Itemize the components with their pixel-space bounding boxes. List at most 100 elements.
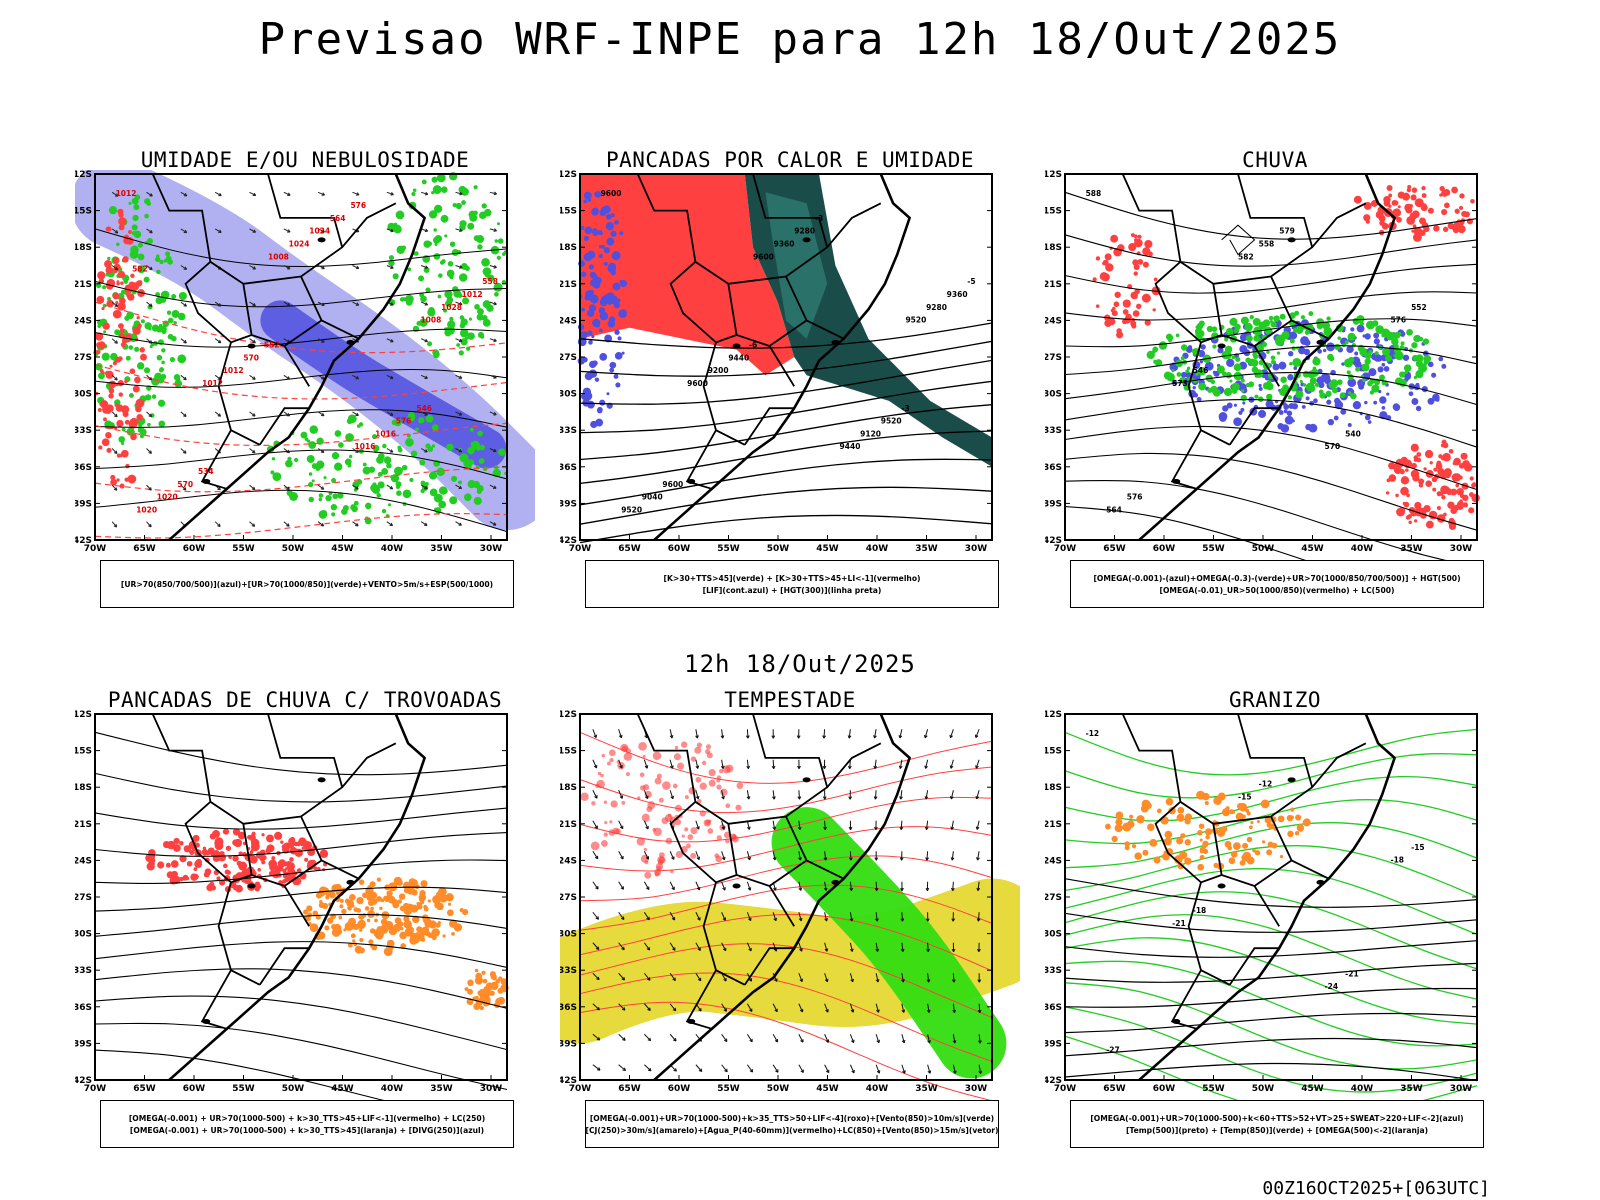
field-cell [427,899,431,903]
wind-vector [489,411,497,416]
field-cell [489,990,495,996]
field-cell [1095,304,1100,308]
lon-tick-label: 30W [1450,1084,1473,1094]
field-cell [132,214,139,222]
field-cell [1323,377,1331,385]
wind-arrowhead [114,340,118,344]
field-cell [189,849,195,856]
wind-vector [618,820,624,829]
wind-vector [951,820,954,830]
contour-label: -15 [1411,843,1425,852]
field-cell [1304,330,1310,335]
wind-arrowhead [647,977,651,981]
field-cell [464,987,469,992]
field-cell [354,483,359,488]
field-cell [1309,377,1317,385]
field-cell [1197,329,1205,337]
wind-arrowhead [851,1069,855,1074]
wind-arrowhead [183,266,188,270]
wind-arrowhead [847,735,852,739]
field-cell [675,850,683,859]
field-cell [708,779,716,787]
field-cell [420,880,428,888]
field-cell [1388,193,1393,198]
wind-vector [386,338,394,343]
field-cell [130,433,137,441]
field-cell [186,860,193,867]
wind-vector [900,820,903,830]
wind-vector [901,942,904,952]
field-cell [1378,389,1382,394]
field-cell [641,813,650,822]
field-cell [1383,366,1390,372]
field-cell [481,203,487,209]
contour-label: 573 [1172,379,1188,388]
field-cell [151,394,157,399]
field-cell [455,202,462,210]
wind-arrowhead [493,485,497,489]
field-cell [348,418,353,423]
field-cell [401,464,408,471]
field-cell [500,978,508,985]
field-cell [1099,272,1109,281]
field-cell [473,496,482,505]
field-cell [610,213,615,218]
panel-legend: [OMEGA(-0.001)+UR>70(1000-500)+k>35_TTS>… [585,1100,999,1148]
wind-arrowhead [771,765,776,769]
field-cell [171,309,180,318]
field-cell [301,846,305,850]
wind-arrowhead [114,193,119,197]
field-cell [447,261,454,267]
field-cell [110,478,118,486]
field-cell [1254,394,1259,399]
field-cell [1403,501,1410,508]
wind-vector [901,973,904,983]
field-cell [1456,502,1464,510]
field-cell [289,857,294,862]
wind-arrowhead [898,765,903,769]
field-cell [594,191,602,198]
field-cell [368,939,374,945]
field-cell [1284,415,1294,425]
wind-vector [695,729,698,739]
wind-vector [180,228,188,234]
field-cell [1373,400,1378,405]
field-cell [467,461,473,467]
wind-arrowhead [595,886,599,890]
lon-tick-label: 40W [1351,1084,1374,1094]
contour-line [94,772,508,803]
wind-vector [592,1064,601,1071]
field-cell [1374,351,1379,356]
field-cell [1347,422,1352,428]
wind-arrowhead [721,856,726,861]
country-border [1229,407,1280,446]
field-cell [1433,225,1440,232]
humidity-low-green [387,172,509,359]
wind-arrowhead [723,1038,728,1043]
wind-arrowhead [459,191,463,196]
field-cell [1235,356,1241,362]
field-cell [169,356,176,363]
field-cell [462,297,470,305]
field-cell [431,424,439,431]
field-cell [1216,365,1225,374]
field-cell [377,471,383,477]
field-cell [117,380,124,387]
field-cell [494,239,499,243]
wind-arrowhead [252,413,256,417]
field-cell [462,909,469,916]
field-cell [110,474,116,480]
field-cell [439,260,445,265]
contour-label: 9440 [840,442,861,451]
legend-line: [Temp(500)](preto) + [Temp(850)](verde) … [1125,1125,1429,1135]
lat-tick-label: 36S [1045,463,1062,473]
wind-arrowhead [355,375,360,380]
field-cell [114,329,121,336]
field-cell [1413,227,1423,236]
field-cell [382,443,387,449]
wind-arrowhead [217,303,222,307]
wind-arrowhead [321,376,325,380]
wind-arrowhead [493,191,497,196]
field-cell [445,893,454,902]
wind-vector [592,759,598,769]
